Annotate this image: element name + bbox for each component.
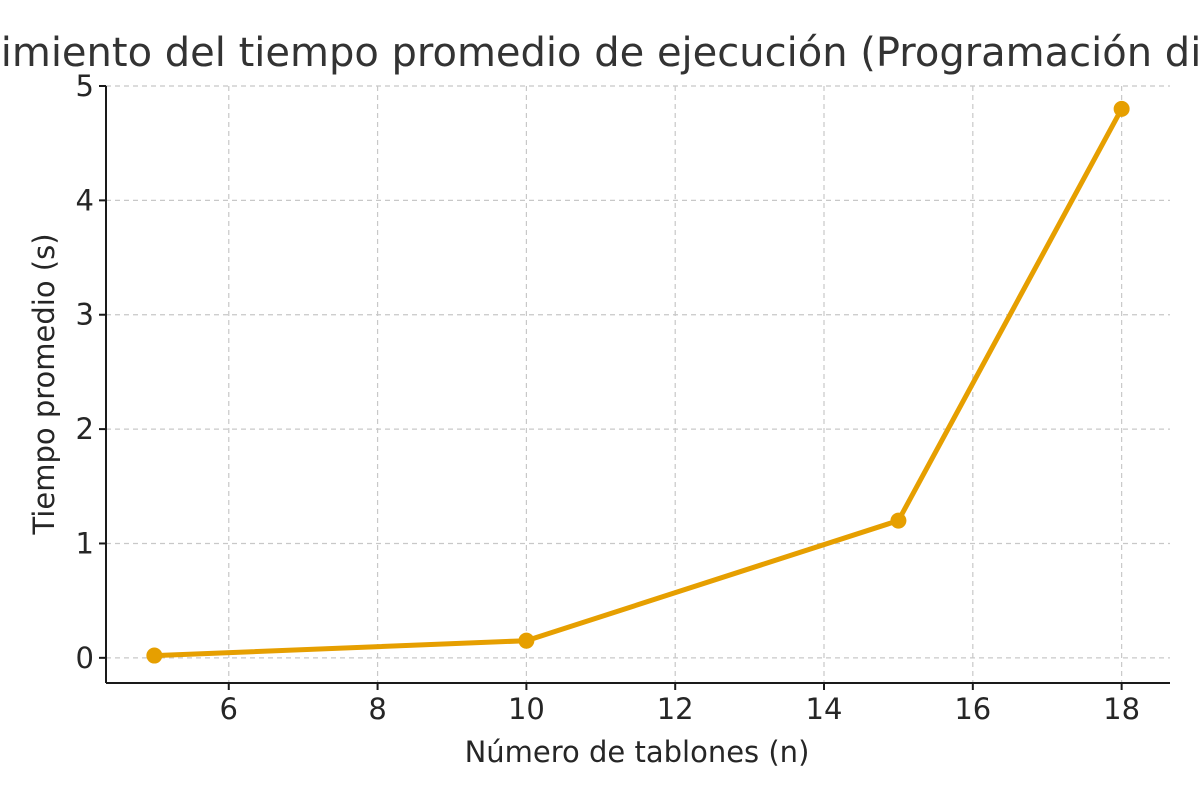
y-tick-label: 2 [76,412,94,446]
x-tick-label: 18 [1103,692,1140,726]
data-point [146,647,163,664]
x-tick-label: 14 [806,692,843,726]
x-tick-label: 8 [368,692,386,726]
grid-layer [106,85,1170,683]
y-tick-label: 3 [76,298,94,332]
data-point [890,512,907,529]
data-point [1113,100,1130,117]
series-line [151,106,1125,659]
series-layer [146,100,1130,664]
x-tick-label: 6 [220,692,238,726]
y-tick-label: 5 [76,69,94,103]
y-tick-label: 4 [76,183,94,217]
y-axis-label: Tiempo promedio (s) [27,233,61,535]
x-axis-label: Número de tablones (n) [465,735,810,769]
x-tick-label: 12 [657,692,694,726]
data-point [518,632,535,649]
y-tick-label: 1 [76,526,94,560]
chart-title: Crecimiento del tiempo promedio de ejecu… [0,30,1200,76]
x-tick-label: 10 [508,692,545,726]
axes-layer [105,86,1170,684]
y-tick-label: 0 [76,641,94,675]
x-tick-label: 16 [954,692,991,726]
